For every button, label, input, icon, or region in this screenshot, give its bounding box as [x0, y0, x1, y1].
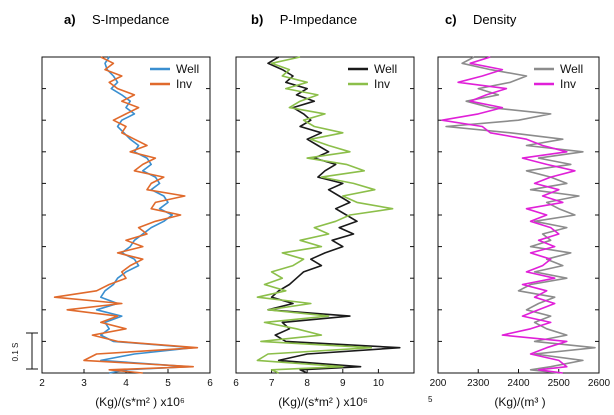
x-tick-label: 2400: [507, 378, 530, 389]
legend-label: Well: [176, 62, 199, 76]
panel-c-name: Density: [473, 12, 517, 27]
x-tick-label: 6: [233, 378, 239, 389]
panel-c-title: c) Density: [445, 11, 517, 28]
panel-c-letter: c): [445, 12, 457, 27]
panel-b-letter: b): [251, 12, 263, 27]
legend-label: Inv: [374, 77, 390, 91]
legend-background: [342, 61, 402, 95]
series-line-inv: [53, 56, 199, 374]
series-line-well: [445, 56, 596, 374]
x-tick-label: 2300: [467, 378, 490, 389]
legend-label: Inv: [176, 77, 192, 91]
plot-frame: [235, 56, 415, 374]
x-tick-label: 5: [165, 378, 171, 389]
x-tick-label: 9: [340, 378, 346, 389]
time-scale-bar: 0.1 S: [11, 332, 38, 370]
legend-label: Well: [374, 62, 397, 76]
panel-a-name: S-Impedance: [92, 12, 169, 27]
x-tick-label: 8: [304, 378, 310, 389]
x-tick-label: 3: [81, 378, 87, 389]
x-tick-label: 4: [123, 378, 129, 389]
panel-b-name: P-Impedance: [280, 12, 357, 27]
panel-b-xlabel: (Kg)/(s*m² ) x10⁶: [278, 395, 368, 409]
panel-b-title: b) P-Impedance: [251, 11, 357, 28]
legend-background: [528, 61, 588, 95]
panel-a-title: a) S-Impedance: [64, 11, 169, 28]
plot-frame: [41, 56, 211, 374]
x-tick-label: 2500: [548, 378, 571, 389]
stray-mark: 5: [428, 395, 433, 404]
legend-background: [144, 61, 204, 95]
panel-a-letter: a): [64, 12, 76, 27]
time-scale-label: 0.1 S: [11, 343, 20, 362]
series-line-inv: [256, 56, 394, 374]
series-line-inv: [441, 56, 576, 374]
x-tick-label: 200: [430, 378, 447, 389]
panel-c-xlabel: (Kg)/(m³ ): [494, 395, 545, 409]
x-tick-label: 2: [39, 378, 45, 389]
legend-label: Inv: [560, 77, 576, 91]
panel-a-xlabel: (Kg)/(s*m² ) x10⁶: [95, 395, 185, 409]
x-tick-label: 2600: [588, 378, 611, 389]
x-tick-label: 7: [269, 378, 275, 389]
x-tick-label: 6: [207, 378, 213, 389]
series-line-well: [267, 56, 401, 374]
x-tick-label: 10: [373, 378, 385, 389]
legend-label: Well: [560, 62, 583, 76]
